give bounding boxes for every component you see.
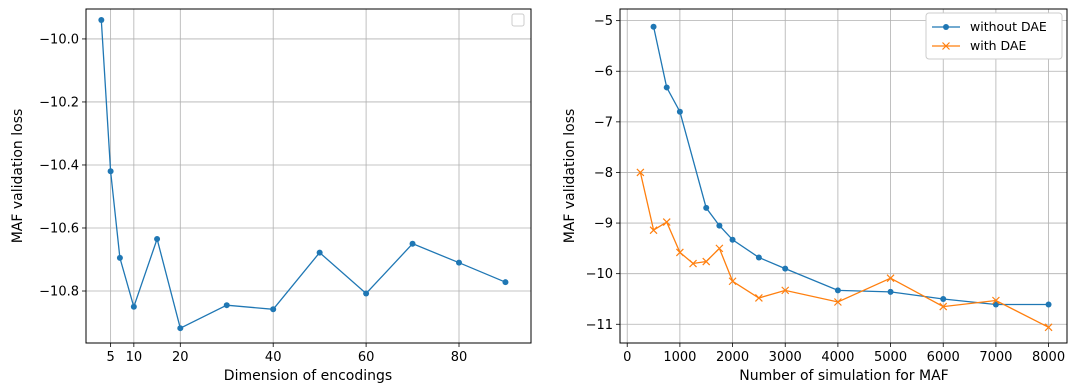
x-tick-label: 2000 <box>716 350 749 365</box>
data-point <box>270 306 277 313</box>
data-point <box>154 236 161 243</box>
legend-marker-without-dae <box>943 24 949 30</box>
legend-frame <box>925 12 1063 60</box>
data-point <box>363 290 370 297</box>
y-tick-label: −6 <box>594 65 613 80</box>
data-point <box>116 254 123 261</box>
data-point <box>716 222 723 229</box>
right-legend: without DAE with DAE <box>925 12 1063 60</box>
left-grid <box>86 9 531 343</box>
data-point <box>702 257 711 266</box>
y-tick-label: −10.4 <box>39 158 79 173</box>
right-plot-frame <box>619 8 1068 344</box>
right-series <box>636 23 1053 332</box>
data-point <box>636 168 645 177</box>
data-point <box>689 259 697 268</box>
left-series <box>98 17 509 332</box>
data-point <box>649 226 658 235</box>
data-point <box>781 286 790 295</box>
data-point <box>715 244 724 253</box>
x-tick-label: 60 <box>358 350 375 365</box>
data-point <box>650 23 657 30</box>
y-tick-label: −11 <box>586 318 613 333</box>
data-point <box>834 287 841 294</box>
data-point <box>703 204 710 211</box>
right-y-axis-label: MAF validation loss <box>562 109 578 244</box>
y-tick-label: −5 <box>594 14 613 29</box>
data-point <box>782 265 789 272</box>
data-point <box>409 240 416 247</box>
x-tick-label: 5000 <box>874 350 907 365</box>
x-tick-label: 10 <box>126 350 143 365</box>
left-chart: 5 10 20 40 60 80 −10.8 −10.6 −10.4 −10.2 −10.0 Dim… <box>10 8 532 384</box>
left-x-axis-label: Dimension of encodings <box>224 368 392 384</box>
series-line-without-dae <box>652 26 1049 306</box>
y-tick-label: −7 <box>594 115 613 130</box>
left-ticks: 5 10 20 40 60 80 −10.8 −10.6 −10.4 −10.2 −10.0 <box>39 32 467 365</box>
x-tick-label: 80 <box>451 350 468 365</box>
left-legend-box <box>511 13 525 27</box>
data-point <box>755 254 762 261</box>
x-tick-label: 40 <box>265 350 282 365</box>
x-tick-label: 4000 <box>821 350 854 365</box>
data-point <box>728 277 737 286</box>
legend-label-with-dae: with DAE <box>970 38 1026 53</box>
data-point <box>833 298 842 306</box>
x-tick-label: 1000 <box>663 350 696 365</box>
y-tick-label: −8 <box>594 166 613 181</box>
x-tick-label: 6000 <box>927 350 960 365</box>
y-tick-label: −10.0 <box>39 32 79 47</box>
right-chart: 0 1000 2000 3000 4000 5000 6000 7000 8000 −11 −10 −… <box>562 8 1068 384</box>
data-point <box>991 296 1000 305</box>
left-plot-frame <box>85 8 532 344</box>
series-line <box>100 19 506 330</box>
data-point <box>502 279 509 286</box>
y-tick-label: −10.2 <box>39 95 79 110</box>
data-point <box>1045 301 1052 308</box>
data-point <box>107 168 114 175</box>
data-point <box>887 288 894 295</box>
data-point <box>1044 323 1053 332</box>
x-tick-label: 20 <box>172 350 189 365</box>
x-tick-label: 5 <box>106 350 114 365</box>
legend-marker-with-dae <box>942 42 950 50</box>
x-tick-label: 7000 <box>979 350 1012 365</box>
data-point <box>754 294 763 302</box>
data-point <box>675 248 684 257</box>
data-point <box>940 295 947 302</box>
legend-label-without-dae: without DAE <box>970 19 1047 34</box>
data-point <box>662 218 671 226</box>
right-ticks: 0 1000 2000 3000 4000 5000 6000 7000 8000 −11 −10 −… <box>586 14 1066 365</box>
y-tick-label: −9 <box>594 217 613 232</box>
right-x-axis-label: Number of simulation for MAF <box>739 368 948 384</box>
data-point <box>992 301 999 308</box>
x-tick-label: 0 <box>623 350 631 365</box>
data-point <box>663 84 670 91</box>
data-point <box>939 302 948 311</box>
data-point <box>729 236 736 243</box>
y-tick-label: −10.8 <box>39 285 79 300</box>
data-point <box>130 303 137 310</box>
x-tick-label: 3000 <box>769 350 802 365</box>
data-point <box>316 249 323 256</box>
y-tick-label: −10.6 <box>39 221 79 236</box>
data-point <box>886 274 895 283</box>
data-point <box>223 302 230 309</box>
left-y-axis-label: MAF validation loss <box>10 109 26 244</box>
data-point <box>177 325 184 332</box>
data-point <box>98 17 105 24</box>
data-point <box>676 108 683 115</box>
data-point <box>456 259 463 266</box>
y-tick-label: −10 <box>586 267 613 282</box>
x-tick-label: 8000 <box>1032 350 1065 365</box>
